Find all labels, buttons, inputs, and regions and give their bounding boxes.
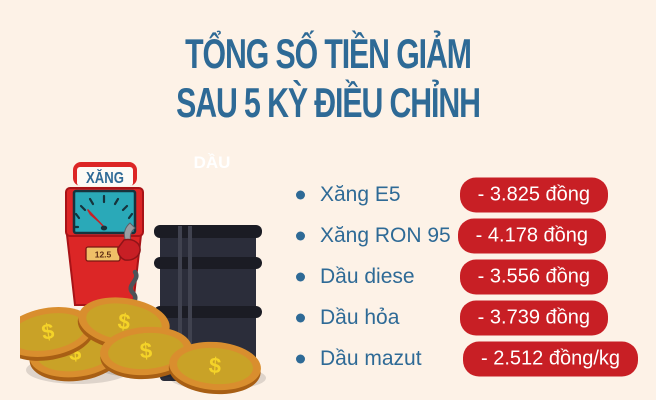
- svg-text:XĂNG: XĂNG: [86, 169, 124, 188]
- svg-text:12.5: 12.5: [95, 250, 112, 260]
